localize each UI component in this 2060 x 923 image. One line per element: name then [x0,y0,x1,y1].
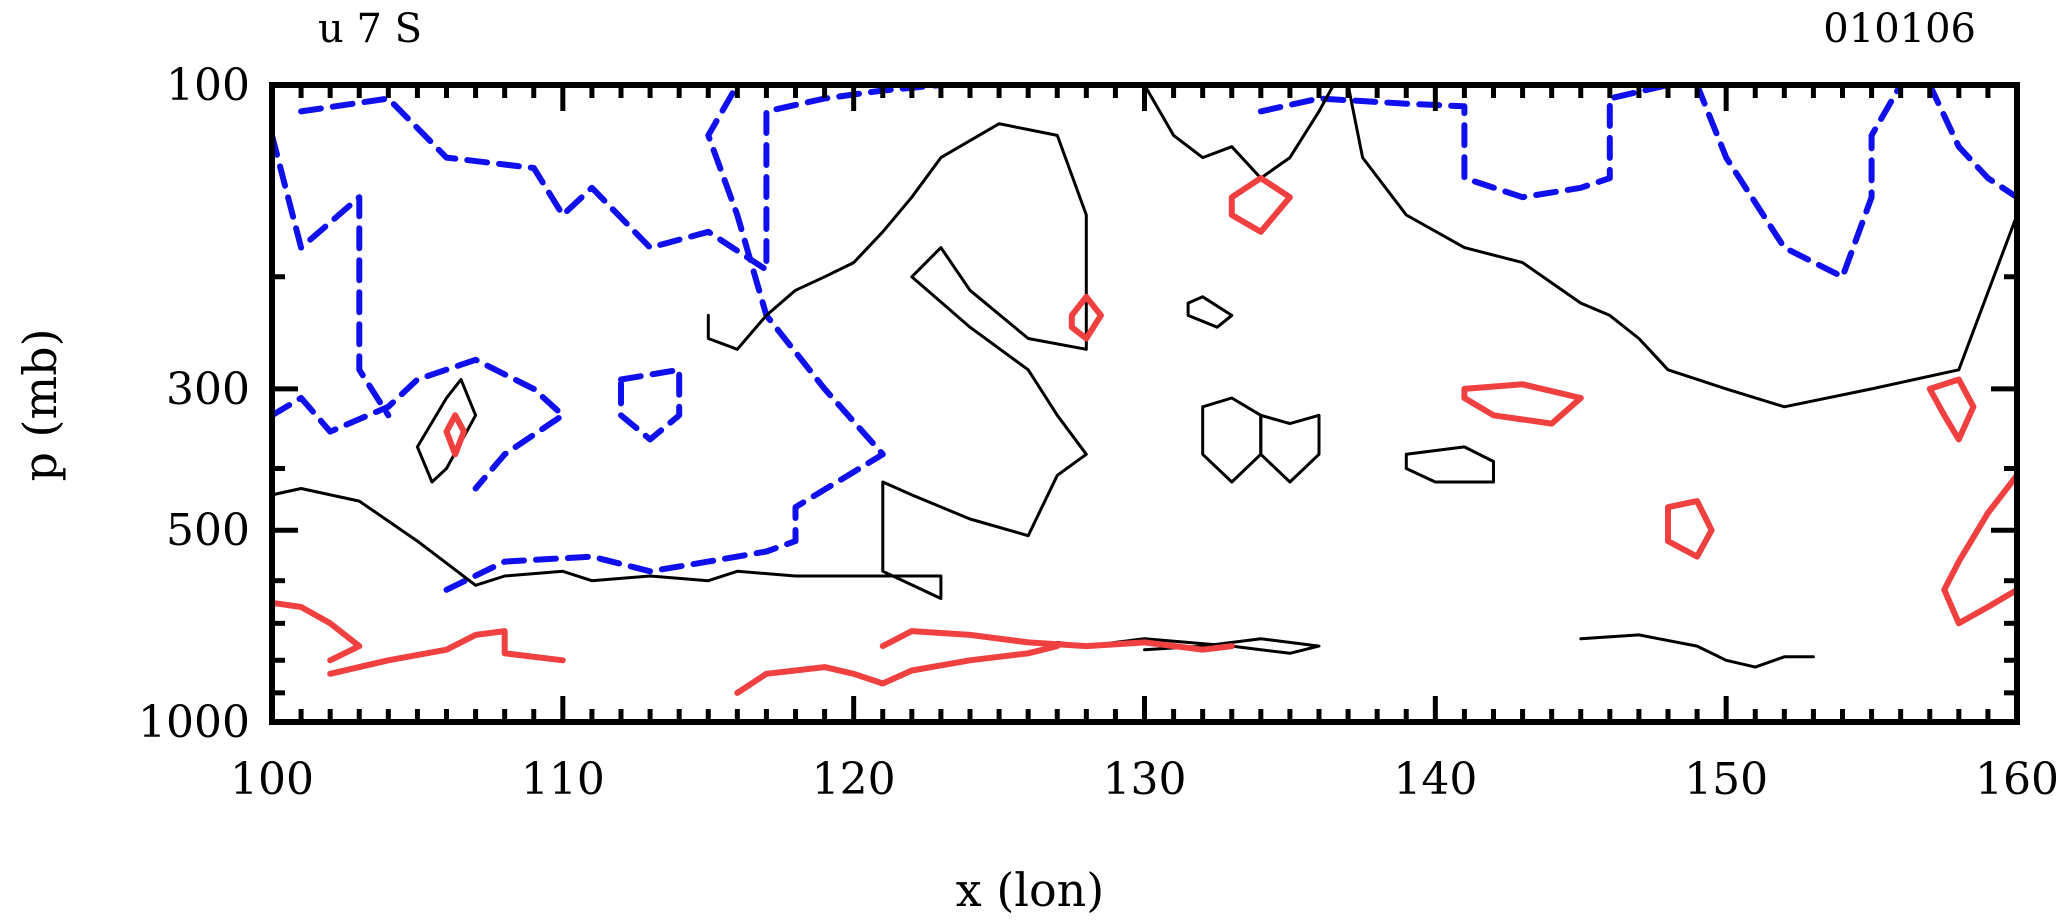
contour-zero-13 [1404,445,1495,484]
x-tick-label: 120 [812,754,896,805]
x-tick-label: 150 [1684,754,1768,805]
contour-negative-7 [1926,82,2020,201]
x-tick-label: 110 [521,754,605,805]
x-axis-label: x (lon) [956,863,1105,917]
contour-zero-11 [1346,83,2019,409]
contour-positive-20 [443,412,467,458]
contour-negative-5 [1257,82,1671,201]
chart-title: u 7 S [318,6,422,52]
contour-positive-24 [1228,175,1293,235]
axis-ticks [269,82,2020,725]
contour-zero-8 [270,122,1088,600]
y-axis-label: p (mb) [13,328,67,481]
contour-positive-19 [327,628,566,677]
contour-positive-25 [1461,381,1584,427]
contour-positive-21 [734,643,1061,696]
contour-positive-28 [1941,472,2020,627]
x-tick-label: 130 [1103,754,1187,805]
contour-zero-12 [1201,396,1263,484]
contour-positive-23 [1068,293,1104,342]
contour-negative-4 [618,366,683,443]
x-tick-label: 100 [230,754,314,805]
contour-zero-9 [415,378,478,484]
contour-zero-15 [1186,295,1234,329]
date-label: 010106 [1823,6,1976,52]
contour-lines [269,82,2020,696]
contour-positive-27 [1926,376,1977,443]
contour-zero-14 [1259,413,1321,484]
contour-negative-0 [269,132,392,419]
x-tick-label: 160 [1975,754,2059,805]
plot-frame [269,82,2020,725]
contour-negative-3 [443,82,886,593]
contour-positive-22 [879,628,1235,653]
contour-negative-6 [1694,82,1904,280]
x-tick-label: 140 [1393,754,1477,805]
contour-zero-17 [1579,633,1815,669]
contour-zero-10 [1143,83,1335,180]
contour-negative-2 [269,356,566,492]
y-tick-label: 300 [166,364,250,415]
contour-negative-1 [298,82,944,273]
contour-positive-18 [269,599,363,664]
contour-positive-26 [1665,498,1715,560]
tick-labels: 100 110 120 130 140 150 160 100 300 500 1000 [138,60,2059,805]
y-tick-label: 500 [166,505,250,556]
y-tick-label: 1000 [138,697,250,748]
y-tick-label: 100 [166,60,250,111]
